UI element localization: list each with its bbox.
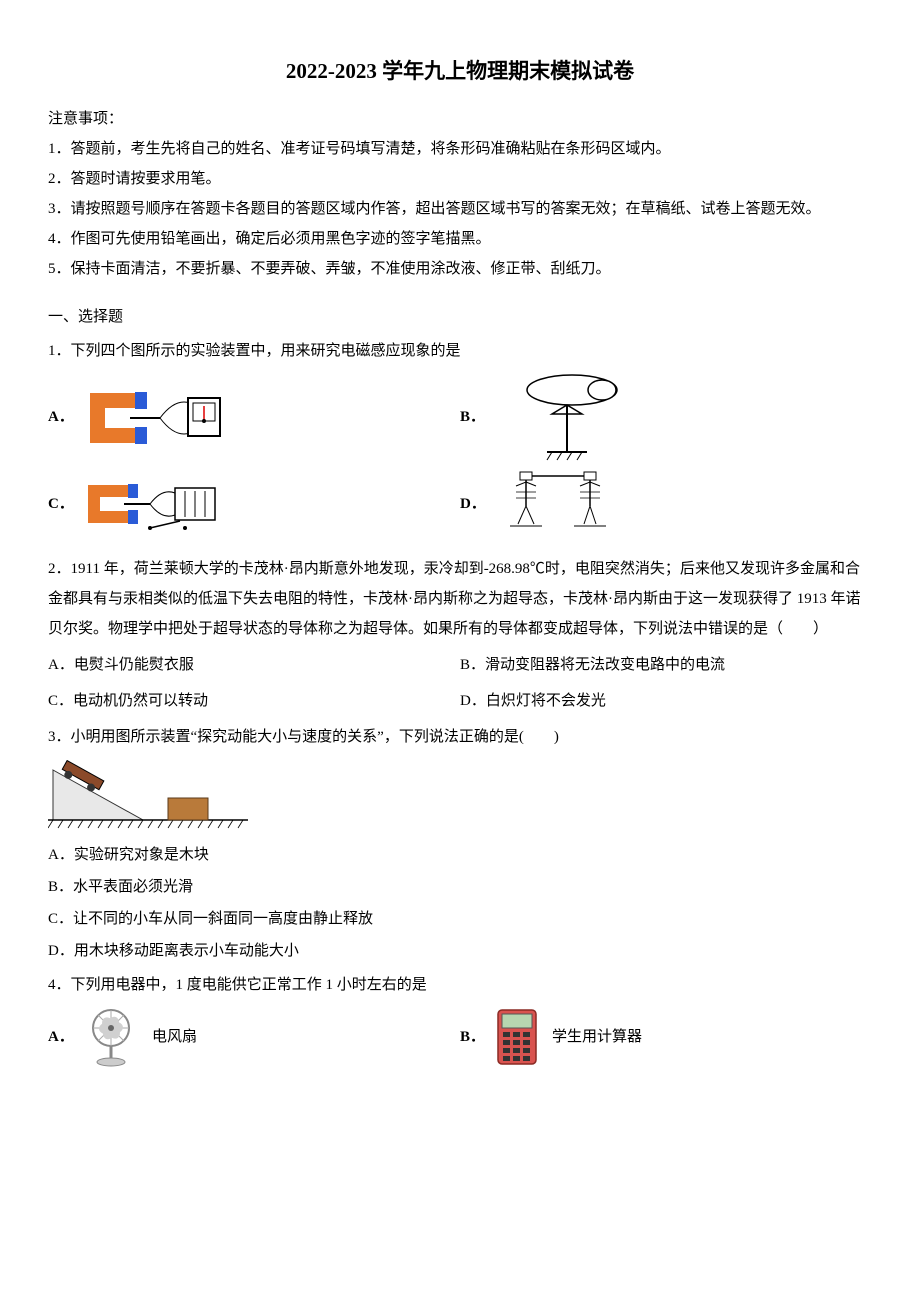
q2-option-a: A．电熨斗仍能熨衣服: [48, 650, 460, 680]
notice-5: 5．保持卡面清洁，不要折暴、不要弄破、弄皱，不准使用涂改液、修正带、刮纸刀。: [48, 254, 872, 284]
section-1-heading: 一、选择题: [48, 302, 872, 332]
q2-row-cd: C．电动机仍然可以转动 D．白炽灯将不会发光: [48, 686, 872, 716]
q1-option-b: B．: [460, 372, 872, 462]
notice-1: 1．答题前，考生先将自己的姓名、准考证号码填写清楚，将条形码准确粘贴在条形码区域…: [48, 134, 872, 164]
q4-b-image: [492, 1008, 542, 1066]
q4-option-b: B． 学生用计算器: [460, 1008, 872, 1066]
q1-b-label: B．: [460, 402, 486, 432]
q1-d-image: [492, 468, 632, 540]
notice-4: 4．作图可先使用铅笔画出，确定后必须用黑色字迹的签字笔描黑。: [48, 224, 872, 254]
q1-a-image: [80, 378, 230, 456]
q2-option-c: C．电动机仍然可以转动: [48, 686, 460, 716]
q1-stem: 1．下列四个图所示的实验装置中，用来研究电磁感应现象的是: [48, 336, 872, 366]
q1-row-cd: C． D: [48, 468, 872, 540]
q4-a-label: A．: [48, 1022, 74, 1052]
q1-b-image: [492, 372, 642, 462]
q4-b-label: B．: [460, 1022, 486, 1052]
q4-row-ab: A． 电风扇 B．: [48, 1006, 872, 1068]
q4-stem: 4．下列用电器中，1 度电能供它正常工作 1 小时左右的是: [48, 970, 872, 1000]
q3-a: A．实验研究对象是木块: [48, 840, 872, 870]
q2-row-ab: A．电熨斗仍能熨衣服 B．滑动变阻器将无法改变电路中的电流: [48, 650, 872, 680]
q4-option-a: A． 电风扇: [48, 1006, 460, 1068]
q2-c-text: C．电动机仍然可以转动: [48, 686, 208, 716]
q3-image: [48, 760, 872, 832]
notice-2: 2．答题时请按要求用笔。: [48, 164, 872, 194]
q1-a-label: A．: [48, 402, 74, 432]
q3-c: C．让不同的小车从同一斜面同一高度由静止释放: [48, 904, 872, 934]
q2-option-b: B．滑动变阻器将无法改变电路中的电流: [460, 650, 872, 680]
q4-a-image: [80, 1006, 142, 1068]
q1-option-c: C．: [48, 473, 460, 535]
q4-b-text: 学生用计算器: [552, 1022, 642, 1052]
q1-c-image: [80, 473, 230, 535]
q1-c-label: C．: [48, 489, 74, 519]
q3-d: D．用木块移动距离表示小车动能大小: [48, 936, 872, 966]
q2-b-text: B．滑动变阻器将无法改变电路中的电流: [460, 650, 725, 680]
q4-a-text: 电风扇: [152, 1022, 197, 1052]
q2-option-d: D．白炽灯将不会发光: [460, 686, 872, 716]
q1-option-d: D．: [460, 468, 872, 540]
notice-heading: 注意事项：: [48, 104, 872, 134]
q3-b: B．水平表面必须光滑: [48, 872, 872, 902]
q2-stem: 2．1911 年，荷兰莱顿大学的卡茂林·昂内斯意外地发现，汞冷却到-268.98…: [48, 554, 872, 644]
q1-row-ab: A． B．: [48, 372, 872, 462]
q2-a-text: A．电熨斗仍能熨衣服: [48, 650, 194, 680]
q3-stem: 3．小明用图所示装置“探究动能大小与速度的关系”，下列说法正确的是( ): [48, 722, 872, 752]
q1-option-a: A．: [48, 378, 460, 456]
q2-d-text: D．白炽灯将不会发光: [460, 686, 606, 716]
q1-d-label: D．: [460, 489, 486, 519]
page-title: 2022-2023 学年九上物理期末模拟试卷: [48, 50, 872, 92]
notice-3: 3．请按照题号顺序在答题卡各题目的答题区域内作答，超出答题区域书写的答案无效；在…: [48, 194, 872, 224]
